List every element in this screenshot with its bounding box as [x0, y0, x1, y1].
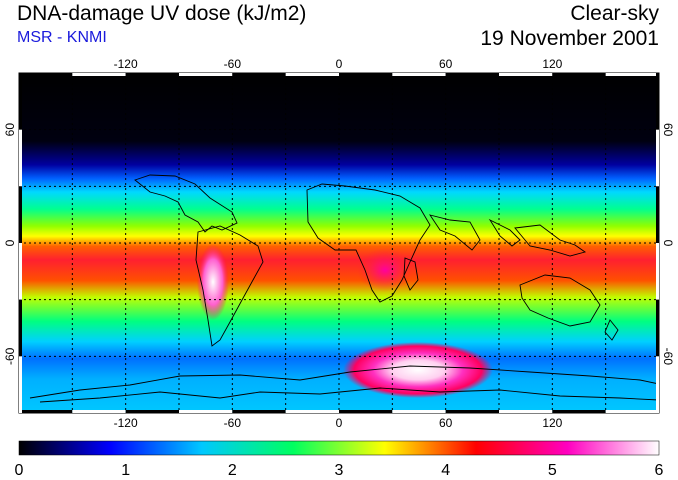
- colorbar-tick: 0: [15, 462, 24, 479]
- graticule: [19, 73, 659, 413]
- longitude-tick-top: 0: [336, 57, 343, 71]
- longitude-tick-bottom: 0: [336, 416, 343, 430]
- coastlines: [29, 174, 659, 403]
- colorbar-tick: 3: [335, 462, 344, 479]
- frame-band-top: [552, 73, 606, 76]
- latitude-tick-right: -60: [661, 348, 675, 366]
- latitude-tick-left: 60: [3, 123, 17, 137]
- longitude-tick-top: -120: [114, 57, 138, 71]
- frame-tick-bands: [19, 73, 659, 413]
- colorbar: [18, 440, 660, 456]
- source-label: MSR - KNMI: [17, 29, 107, 46]
- longitude-tick-bottom: 120: [542, 416, 562, 430]
- frame-band-bottom: [499, 410, 553, 413]
- frame-band-left: [19, 356, 22, 413]
- frame-band-top: [392, 73, 446, 76]
- map-title: DNA-damage UV dose (kJ/m2): [17, 2, 307, 25]
- frame-band-right: [656, 243, 659, 300]
- colorbar-tick: 2: [228, 462, 237, 479]
- longitude-tick-top: 60: [439, 57, 453, 71]
- andes-hotspot: [197, 244, 229, 320]
- frame-band-top: [445, 73, 499, 76]
- frame-band-right: [656, 73, 659, 130]
- africa-hotspot: [357, 248, 413, 292]
- frame-band-top: [285, 73, 339, 76]
- frame-band-bottom: [552, 410, 606, 413]
- frame-band-right: [656, 356, 659, 413]
- frame-band-top: [605, 73, 659, 76]
- frame-band-bottom: [72, 410, 126, 413]
- frame-band-top: [72, 73, 126, 76]
- colorbar-tick-labels: 0 1 2 3 4 5 6: [15, 462, 664, 479]
- longitude-tick-bottom: 60: [439, 416, 453, 430]
- date-label: 19 November 2001: [480, 27, 659, 50]
- frame-band-top: [19, 73, 73, 76]
- frame-band-bottom: [125, 410, 179, 413]
- frame-band-left: [19, 243, 22, 300]
- latitude-tick-right: 60: [661, 123, 675, 137]
- frame-band-bottom: [179, 410, 233, 413]
- frame-band-bottom: [445, 410, 499, 413]
- colorbar-tick: 4: [441, 462, 450, 479]
- longitude-tick-bottom: -120: [114, 416, 138, 430]
- longitude-tick-top: -60: [224, 57, 242, 71]
- frame-band-right: [656, 186, 659, 243]
- frame-band-left: [19, 73, 22, 130]
- frame-band-top: [232, 73, 286, 76]
- frame-band-top: [179, 73, 233, 76]
- frame-band-top: [339, 73, 393, 76]
- colorbar-tick: 5: [548, 462, 557, 479]
- frame-band-left: [19, 129, 22, 187]
- latitude-tick-left: -60: [3, 347, 17, 365]
- latitude-tick-right: 0: [661, 240, 675, 247]
- colorbar-tick: 1: [121, 462, 130, 479]
- frame-band-left: [19, 186, 22, 243]
- frame-band-top: [499, 73, 553, 76]
- frame-band-bottom: [232, 410, 286, 413]
- colorbar-tick: 6: [655, 462, 664, 479]
- frame-band-bottom: [392, 410, 446, 413]
- latitude-tick-left: 0: [3, 239, 17, 246]
- frame-band-top: [125, 73, 179, 76]
- frame-band-bottom: [285, 410, 339, 413]
- frame-band-bottom: [339, 410, 393, 413]
- longitude-tick-top: 120: [542, 57, 562, 71]
- tick-labels: -120 -120 -60 -60 0 0 60 60 120 120 60 60 0 0 -60 -60: [3, 57, 675, 430]
- longitude-tick-bottom: -60: [224, 416, 242, 430]
- frame-band-right: [656, 299, 659, 357]
- frame-band-right: [656, 129, 659, 187]
- frame-band-bottom: [19, 410, 73, 413]
- sky-condition-label: Clear-sky: [570, 2, 659, 25]
- frame-band-bottom: [605, 410, 659, 413]
- frame-band-left: [19, 299, 22, 357]
